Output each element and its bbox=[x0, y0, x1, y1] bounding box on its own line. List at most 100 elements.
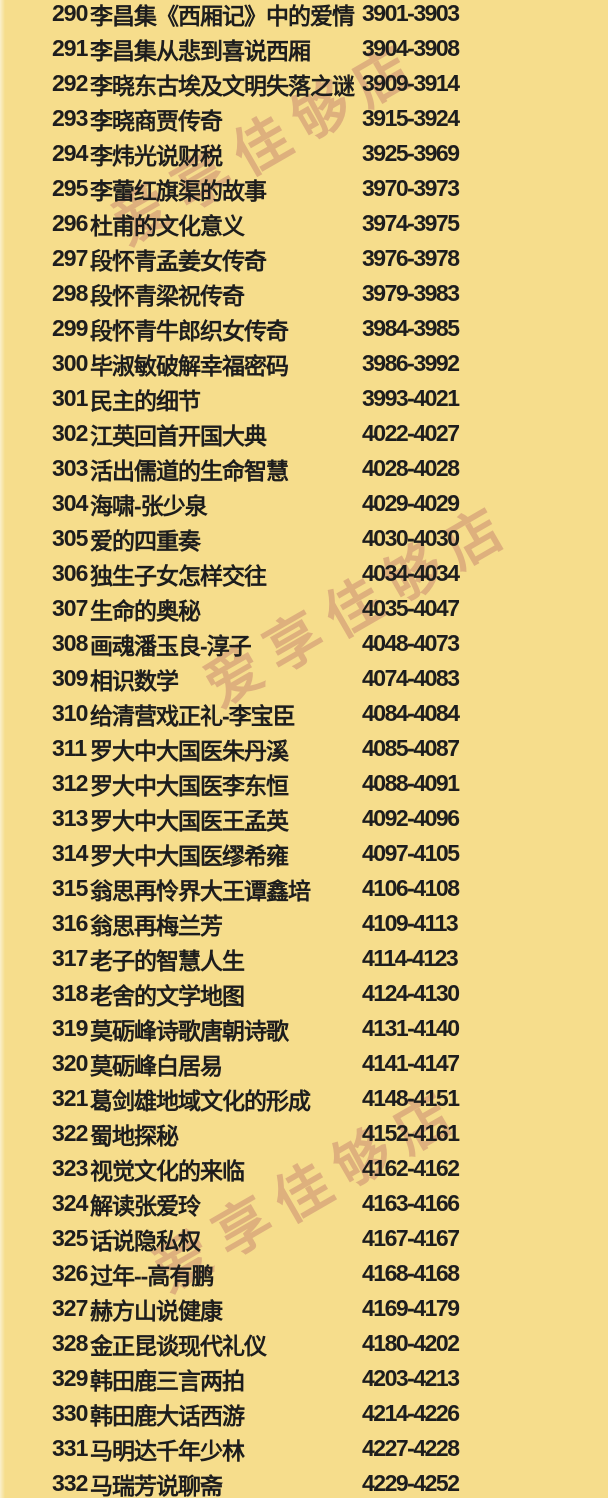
item-title: 李蕾红旗渠的故事 bbox=[90, 177, 267, 204]
item-number: 295 bbox=[52, 175, 88, 201]
item-title: 老子的智慧人生 bbox=[90, 947, 245, 974]
item-disc-range: 4088-4091 bbox=[362, 770, 460, 796]
list-item: 323 视觉文化的来临 4162-4162 bbox=[0, 1151, 608, 1186]
item-number: 291 bbox=[52, 35, 88, 61]
item-title: 莫砺峰诗歌唐朝诗歌 bbox=[90, 1017, 289, 1044]
list-item: 295 李蕾红旗渠的故事 3970-3973 bbox=[0, 171, 608, 206]
item-number: 319 bbox=[52, 1015, 88, 1041]
item-number: 305 bbox=[52, 525, 88, 551]
item-number: 298 bbox=[52, 280, 88, 306]
item-title: 金正昆谈现代礼仪 bbox=[90, 1332, 267, 1359]
item-disc-range: 3976-3978 bbox=[362, 245, 460, 271]
list-item: 321 葛剑雄地域文化的形成 4148-4151 bbox=[0, 1081, 608, 1116]
item-title: 海啸-张少泉 bbox=[90, 492, 208, 519]
item-number: 293 bbox=[52, 105, 88, 131]
item-number: 312 bbox=[52, 770, 88, 796]
list-item: 304 海啸-张少泉 4029-4029 bbox=[0, 486, 608, 521]
item-title: 过年--高有鹏 bbox=[90, 1262, 214, 1289]
item-disc-range: 4168-4168 bbox=[362, 1260, 460, 1286]
item-title: 毕淑敏破解幸福密码 bbox=[90, 352, 289, 379]
list-item: 314 罗大中大国医缪希雍 4097-4105 bbox=[0, 836, 608, 871]
item-disc-range: 4030-4030 bbox=[362, 525, 460, 551]
item-number: 310 bbox=[52, 700, 88, 726]
item-disc-range: 4162-4162 bbox=[362, 1155, 460, 1181]
item-title: 韩田鹿三言两拍 bbox=[90, 1367, 245, 1394]
item-disc-range: 3915-3924 bbox=[362, 105, 460, 131]
item-disc-range: 4141-4147 bbox=[362, 1050, 460, 1076]
item-number: 331 bbox=[52, 1435, 88, 1461]
list-item: 298 段怀青梁祝传奇 3979-3983 bbox=[0, 276, 608, 311]
item-number: 330 bbox=[52, 1400, 88, 1426]
item-disc-range: 4203-4213 bbox=[362, 1365, 460, 1391]
item-title: 民主的细节 bbox=[90, 387, 201, 414]
scan-edge bbox=[0, 0, 5, 1498]
list-item: 309 相识数学 4074-4083 bbox=[0, 661, 608, 696]
item-title: 莫砺峰白居易 bbox=[90, 1052, 223, 1079]
item-title: 翁思再梅兰芳 bbox=[90, 912, 223, 939]
list-item: 328 金正昆谈现代礼仪 4180-4202 bbox=[0, 1326, 608, 1361]
item-number: 290 bbox=[52, 0, 88, 26]
item-disc-range: 3970-3973 bbox=[362, 175, 460, 201]
item-number: 317 bbox=[52, 945, 88, 971]
item-disc-range: 3979-3983 bbox=[362, 280, 460, 306]
item-title: 解读张爱玲 bbox=[90, 1192, 201, 1219]
item-number: 306 bbox=[52, 560, 88, 586]
list-item: 308 画魂潘玉良-淳子 4048-4073 bbox=[0, 626, 608, 661]
item-disc-range: 4022-4027 bbox=[362, 420, 460, 446]
list-item: 318 老舍的文学地图 4124-4130 bbox=[0, 976, 608, 1011]
list-item: 300 毕淑敏破解幸福密码 3986-3992 bbox=[0, 346, 608, 381]
item-title: 话说隐私权 bbox=[90, 1227, 201, 1254]
list-item: 316 翁思再梅兰芳 4109-4113 bbox=[0, 906, 608, 941]
item-number: 329 bbox=[52, 1365, 88, 1391]
list-item: 317 老子的智慧人生 4114-4123 bbox=[0, 941, 608, 976]
list-item: 332 马瑞芳说聊斋 4229-4252 bbox=[0, 1466, 608, 1498]
item-number: 300 bbox=[52, 350, 88, 376]
item-disc-range: 4097-4105 bbox=[362, 840, 460, 866]
list-item: 293 李晓商贾传奇 3915-3924 bbox=[0, 101, 608, 136]
item-title: 杜甫的文化意义 bbox=[90, 212, 245, 239]
item-number: 301 bbox=[52, 385, 88, 411]
list-item: 319 莫砺峰诗歌唐朝诗歌 4131-4140 bbox=[0, 1011, 608, 1046]
item-disc-range: 3993-4021 bbox=[362, 385, 460, 411]
list-item: 294 李炜光说财税 3925-3969 bbox=[0, 136, 608, 171]
list-item: 291 李昌集从悲到喜说西厢 3904-3908 bbox=[0, 31, 608, 66]
item-title: 马明达千年少林 bbox=[90, 1437, 245, 1464]
item-disc-range: 4029-4029 bbox=[362, 490, 460, 516]
list-item: 299 段怀青牛郎织女传奇 3984-3985 bbox=[0, 311, 608, 346]
item-number: 304 bbox=[52, 490, 88, 516]
item-disc-range: 3901-3903 bbox=[362, 0, 460, 26]
item-number: 316 bbox=[52, 910, 88, 936]
item-title: 罗大中大国医王孟英 bbox=[90, 807, 289, 834]
list-item: 329 韩田鹿三言两拍 4203-4213 bbox=[0, 1361, 608, 1396]
item-number: 325 bbox=[52, 1225, 88, 1251]
list-item: 305 爱的四重奏 4030-4030 bbox=[0, 521, 608, 556]
item-disc-range: 4048-4073 bbox=[362, 630, 460, 656]
item-disc-range: 4229-4252 bbox=[362, 1470, 460, 1496]
item-number: 326 bbox=[52, 1260, 88, 1286]
item-disc-range: 4131-4140 bbox=[362, 1015, 460, 1041]
item-disc-range: 4124-4130 bbox=[362, 980, 460, 1006]
list-item: 320 莫砺峰白居易 4141-4147 bbox=[0, 1046, 608, 1081]
item-title: 李昌集从悲到喜说西厢 bbox=[90, 37, 311, 64]
list-item: 331 马明达千年少林 4227-4228 bbox=[0, 1431, 608, 1466]
item-number: 307 bbox=[52, 595, 88, 621]
item-number: 323 bbox=[52, 1155, 88, 1181]
item-disc-range: 4074-4083 bbox=[362, 665, 460, 691]
item-title: 段怀青牛郎织女传奇 bbox=[90, 317, 289, 344]
item-disc-range: 4084-4084 bbox=[362, 700, 460, 726]
item-title: 蜀地探秘 bbox=[90, 1122, 179, 1149]
item-number: 324 bbox=[52, 1190, 88, 1216]
item-title: 给清营戏正礼-李宝臣 bbox=[90, 702, 296, 729]
item-title: 葛剑雄地域文化的形成 bbox=[90, 1087, 311, 1114]
item-title: 李炜光说财税 bbox=[90, 142, 223, 169]
item-number: 294 bbox=[52, 140, 88, 166]
item-title: 段怀青梁祝传奇 bbox=[90, 282, 245, 309]
item-title: 画魂潘玉良-淳子 bbox=[90, 632, 252, 659]
item-number: 302 bbox=[52, 420, 88, 446]
item-disc-range: 4085-4087 bbox=[362, 735, 460, 761]
list-item: 296 杜甫的文化意义 3974-3975 bbox=[0, 206, 608, 241]
list-item: 322 蜀地探秘 4152-4161 bbox=[0, 1116, 608, 1151]
list-item: 312 罗大中大国医李东恒 4088-4091 bbox=[0, 766, 608, 801]
